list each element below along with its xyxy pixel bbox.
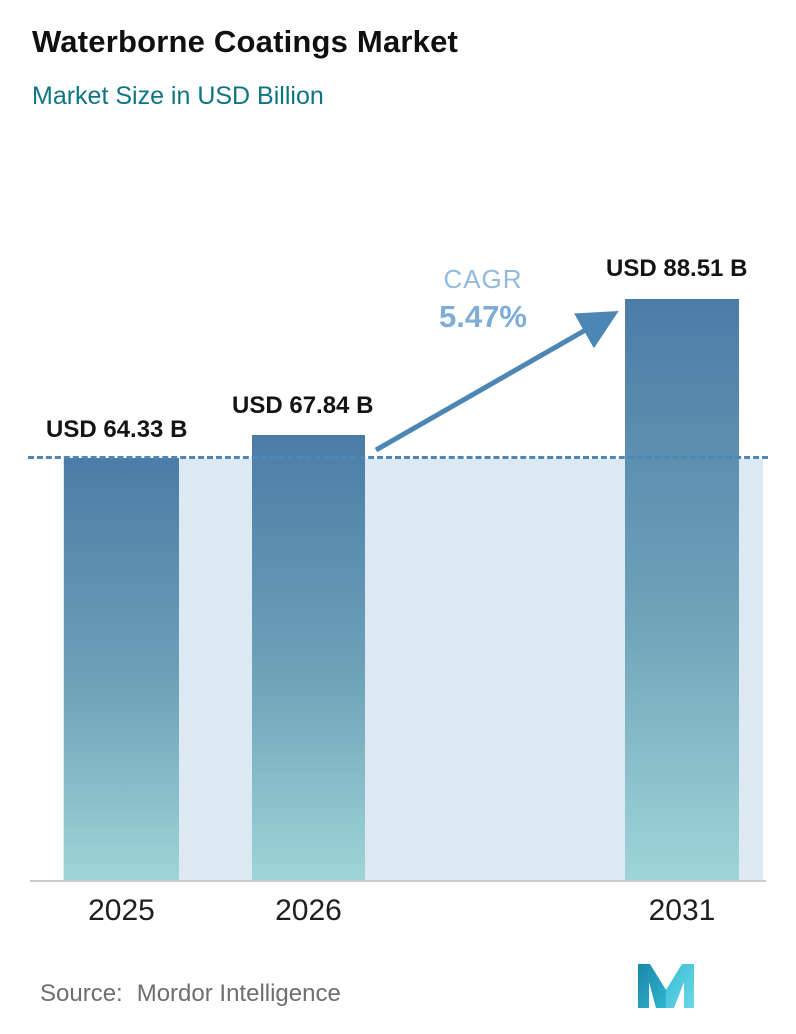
x-axis-line [30, 880, 766, 882]
bar-2026 [252, 435, 365, 880]
source-label: Source: [40, 980, 123, 1007]
chart-subtitle: Market Size in USD Billion [32, 82, 324, 110]
x-axis-label-2031: 2031 [648, 894, 716, 927]
bar-2025 [64, 458, 179, 880]
bar-value-label-2025: USD 64.33 B [46, 416, 188, 443]
cagr-value: 5.47% [439, 299, 527, 334]
growth-arrow-icon [374, 311, 619, 453]
source-value: Mordor Intelligence [136, 980, 341, 1007]
x-axis-label-2025: 2025 [88, 894, 155, 927]
dashed-reference-line [28, 456, 768, 459]
bar-value-label-2026: USD 67.84 B [232, 392, 374, 419]
bar-2031 [625, 299, 739, 880]
bar-value-label-2031: USD 88.51 B [606, 255, 748, 282]
page-title: Waterborne Coatings Market [32, 24, 459, 59]
cagr-label: CAGR [443, 264, 523, 294]
source-caption: Source: Mordor Intelligence [40, 980, 341, 1008]
x-axis-label-2026: 2026 [275, 894, 342, 927]
cagr-annotation: CAGR 5.47% [418, 264, 548, 335]
mordor-intelligence-logo [638, 964, 694, 1008]
